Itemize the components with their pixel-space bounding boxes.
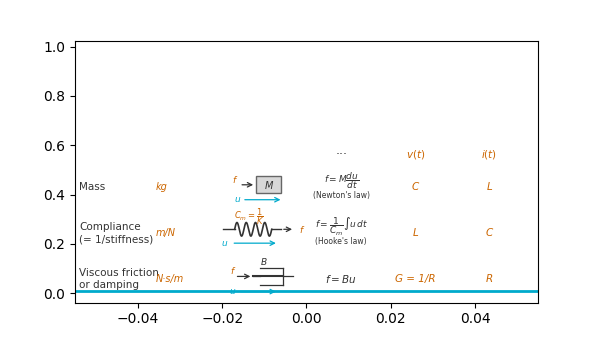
Text: (Hooke's law): (Hooke's law) [315,237,367,245]
Text: $M$: $M$ [264,179,274,191]
Text: $f = M\dfrac{du}{dt}$: $f = M\dfrac{du}{dt}$ [324,170,359,191]
Text: $u$: $u$ [229,287,236,296]
FancyBboxPatch shape [256,176,282,193]
Text: kg: kg [156,182,167,192]
Text: Compliance
(= 1/stiffness): Compliance (= 1/stiffness) [80,222,154,244]
Text: $C_m = \dfrac{1}{K}$: $C_m = \dfrac{1}{K}$ [234,206,264,226]
Text: Viscous friction
or damping: Viscous friction or damping [80,268,159,290]
Text: $v(t)$: $v(t)$ [405,148,425,161]
Text: $f$: $f$ [230,265,236,276]
Text: (Newton's law): (Newton's law) [313,191,370,200]
Text: ···: ··· [335,148,347,161]
Text: $f$: $f$ [298,224,305,235]
Text: L: L [487,182,492,192]
Text: $i(t)$: $i(t)$ [481,148,498,161]
Text: Mass: Mass [80,182,106,192]
Text: $f = \dfrac{1}{C_m}\int u\, dt$: $f = \dfrac{1}{C_m}\int u\, dt$ [315,216,368,238]
Text: R: R [486,274,493,284]
Text: m/N: m/N [156,228,176,238]
Text: $u$: $u$ [221,239,228,248]
Text: $f = Bu$: $f = Bu$ [325,273,357,285]
Text: $B$: $B$ [260,256,267,267]
Text: N·s/m: N·s/m [156,274,184,284]
Text: C: C [412,182,419,192]
Text: $u$: $u$ [234,195,241,204]
Text: G = 1/R: G = 1/R [395,274,436,284]
Text: L: L [413,228,418,238]
Text: C: C [486,228,493,238]
Text: $f$: $f$ [233,173,239,185]
